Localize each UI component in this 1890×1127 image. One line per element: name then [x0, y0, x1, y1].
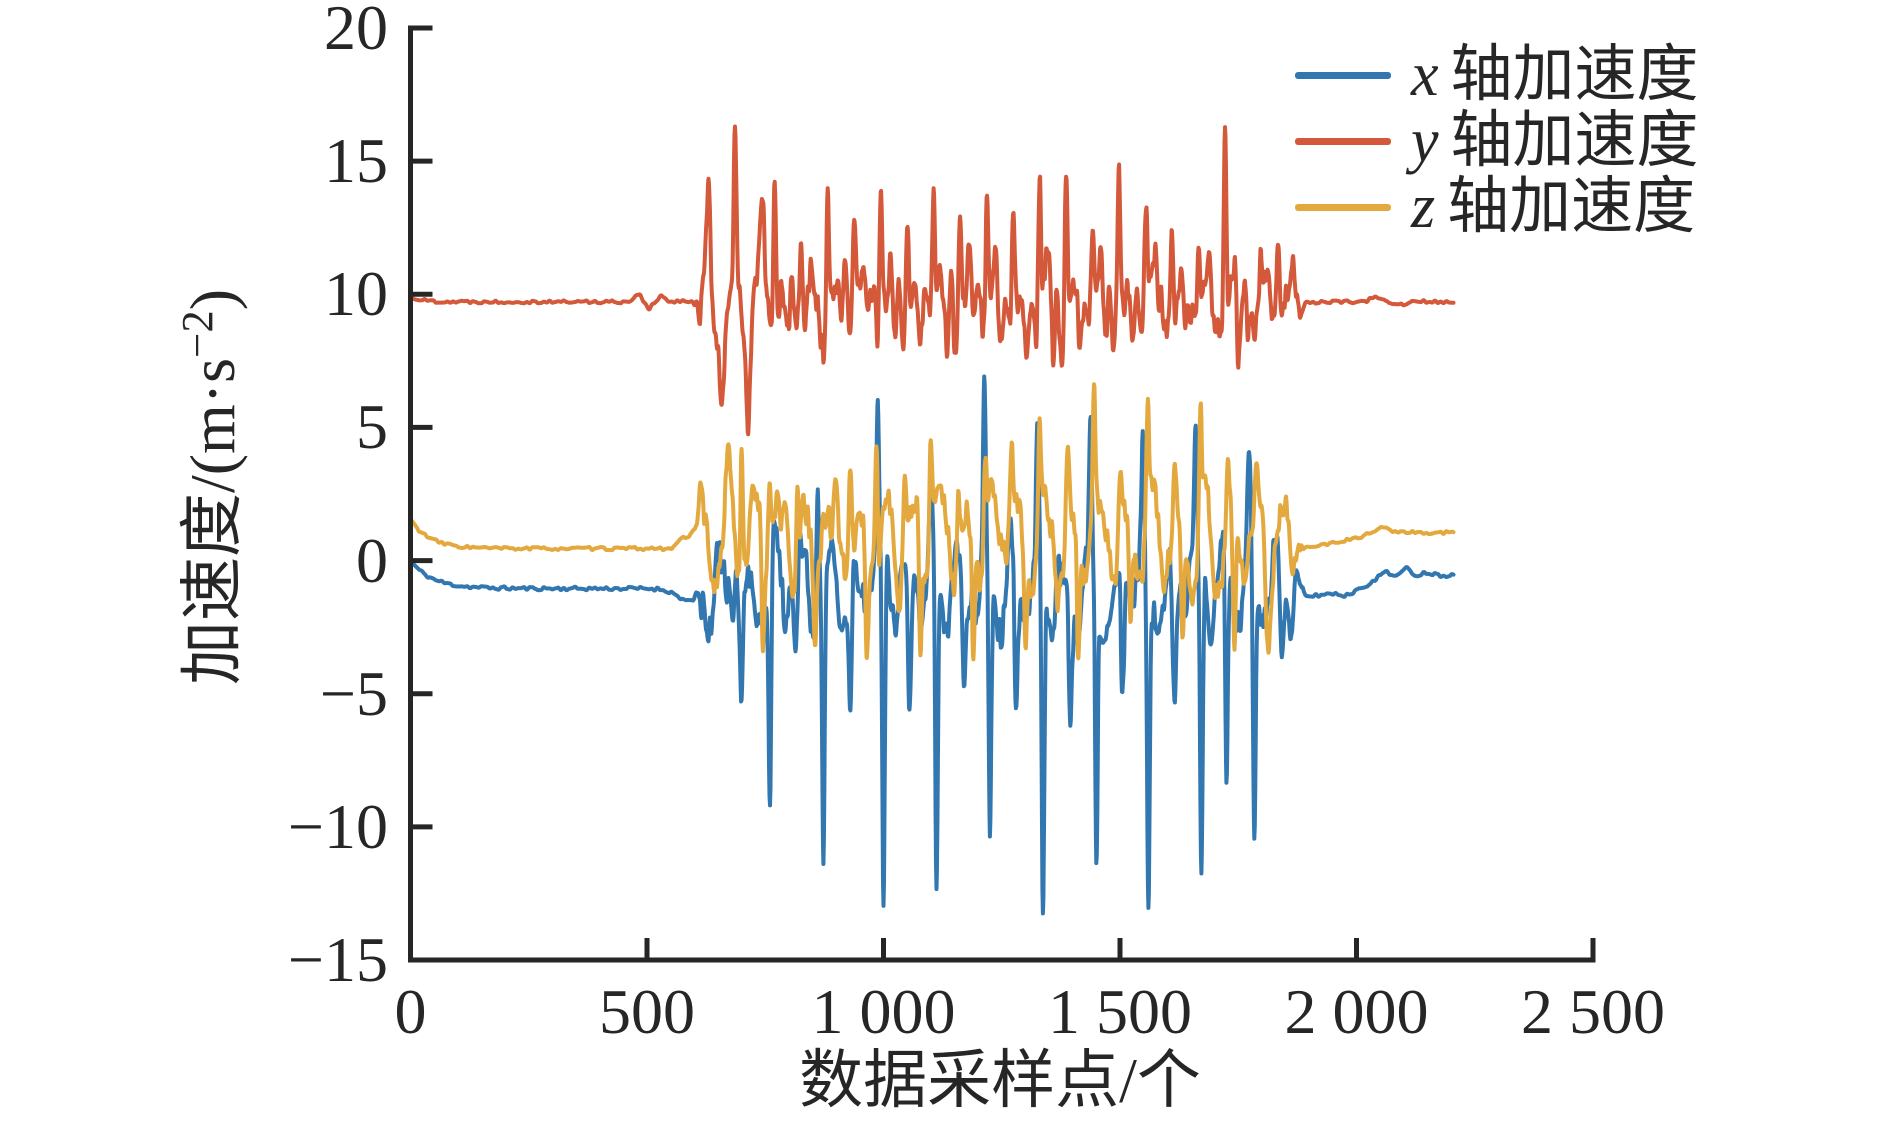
legend-item-y-axis: y 轴加速度	[1295, 108, 1699, 174]
x-tick-label: 1 000	[811, 976, 956, 1047]
y-tick-label: −10	[287, 790, 388, 862]
y-tick-label: 20	[324, 0, 388, 63]
legend-item-z-axis: z 轴加速度	[1295, 174, 1699, 240]
legend-variable-z: z	[1411, 173, 1436, 241]
x-tick-label: 0	[394, 976, 427, 1047]
y-tick-label: −15	[287, 924, 388, 995]
legend-item-x-axis: x 轴加速度	[1295, 42, 1699, 108]
legend-label-z: 轴加速度	[1447, 173, 1696, 241]
legend-variable-x: x	[1411, 41, 1439, 109]
series-lines	[408, 124, 1456, 916]
y-tick-label: 0	[356, 524, 388, 596]
legend-label-x: 轴加速度	[1450, 41, 1699, 109]
legend-line-swatch-x	[1295, 71, 1391, 79]
legend-line-swatch-y	[1295, 137, 1391, 145]
tick-marks	[408, 25, 1596, 963]
legend-variable-y: y	[1411, 107, 1439, 175]
y-axis-label-superscript: −2	[171, 310, 222, 358]
y-axis-label-suffix: )	[177, 288, 249, 311]
series-line-z	[408, 382, 1456, 662]
x-tick-label: 2 000	[1284, 976, 1429, 1047]
x-tick-label: 500	[599, 976, 695, 1047]
x-tick-label: 1 500	[1048, 976, 1192, 1047]
y-tick-label: 10	[324, 258, 388, 330]
legend-line-swatch-z	[1295, 203, 1391, 211]
y-tick-label: 5	[356, 391, 388, 463]
x-tick-label: 2 500	[1521, 976, 1665, 1047]
y-axis-label: 加速度/(m·s−2)	[165, 288, 249, 686]
y-tick-label: −5	[319, 657, 388, 729]
x-axis-label: 数据采样点/个	[799, 1045, 1201, 1116]
legend: x 轴加速度 y 轴加速度 z 轴加速度	[1295, 42, 1699, 240]
series-line-y	[408, 124, 1456, 437]
y-tick-label: 15	[324, 125, 388, 197]
legend-label-y: 轴加速度	[1450, 107, 1699, 175]
y-axis-label-prefix: 加速度/(m·s	[177, 357, 249, 686]
